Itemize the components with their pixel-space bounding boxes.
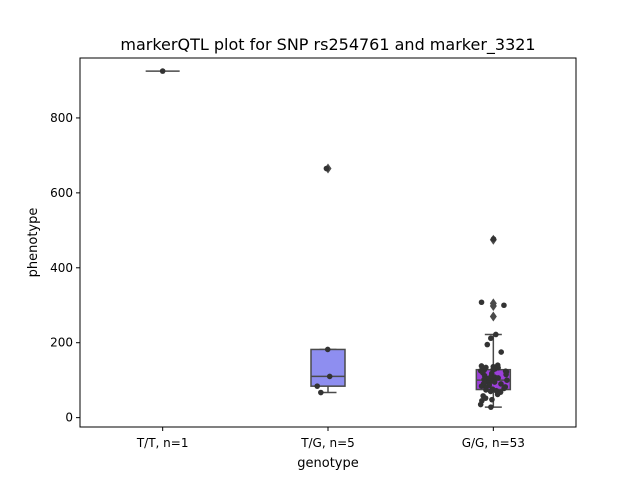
- x-tick-label: T/T, n=1: [136, 436, 189, 450]
- y-tick-label: 800: [50, 111, 73, 125]
- data-point: [498, 349, 505, 355]
- y-tick-label: 400: [50, 261, 73, 275]
- data-point: [318, 389, 324, 396]
- data-point: [501, 385, 507, 392]
- data-point: [326, 373, 333, 380]
- box-body: [310, 348, 346, 387]
- data-point: [484, 341, 491, 348]
- data-point: [491, 379, 498, 385]
- data-point: [489, 396, 495, 403]
- y-tick-label: 0: [65, 411, 73, 425]
- data-point: [494, 391, 501, 398]
- data-point: [159, 68, 166, 74]
- data-point: [488, 404, 494, 410]
- y-tick-label: 600: [50, 186, 73, 200]
- data-point: [478, 383, 485, 389]
- outlier-marker: [489, 311, 497, 322]
- data-point: [324, 346, 331, 353]
- y-axis-label: phenotype: [26, 208, 41, 278]
- x-axis-label: genotype: [297, 456, 358, 471]
- y-tick-label: 200: [50, 336, 73, 350]
- data-point: [495, 375, 501, 381]
- x-tick-label: G/G, n=53: [462, 436, 525, 450]
- strip-points: [159, 68, 510, 410]
- box-group: [145, 70, 512, 408]
- data-point: [488, 335, 494, 342]
- data-point: [483, 387, 489, 393]
- data-point: [487, 388, 494, 395]
- data-point: [493, 331, 499, 338]
- data-point: [323, 165, 330, 172]
- x-axis: T/T, n=1 T/G, n=5 G/G, n=53: [136, 427, 525, 450]
- data-point: [314, 383, 321, 389]
- x-tick-label: T/G, n=5: [300, 436, 355, 450]
- data-point: [498, 381, 504, 387]
- data-point: [477, 401, 484, 408]
- data-point: [504, 377, 510, 383]
- data-point: [478, 299, 485, 306]
- data-point: [501, 302, 507, 309]
- chart-title: markerQTL plot for SNP rs254761 and mark…: [120, 35, 535, 55]
- outlier-marker: [489, 300, 497, 311]
- y-axis: 0 200 400 600 800: [50, 111, 80, 425]
- data-point: [503, 371, 509, 378]
- data-point: [490, 236, 497, 242]
